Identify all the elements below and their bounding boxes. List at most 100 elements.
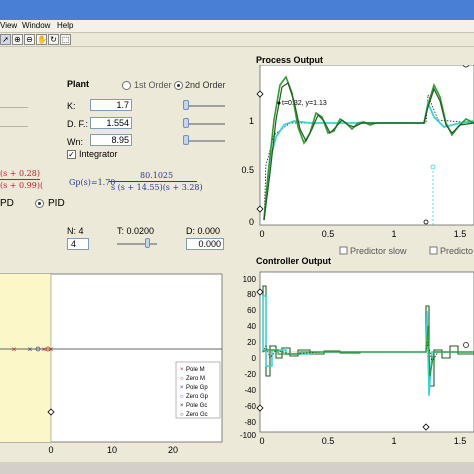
pointer-icon[interactable]: ➚ xyxy=(0,34,11,45)
x-tick-label: 1 xyxy=(391,436,396,446)
marker-diamond xyxy=(256,205,264,213)
zoom-in-icon[interactable]: ⊕ xyxy=(12,34,23,45)
plot-area xyxy=(259,65,474,226)
legend-zero-m: Zero M xyxy=(186,376,205,382)
controller-output-plot[interactable]: 100 80 60 40 20 0 -20 -40 -60 -80 -100 0… xyxy=(230,266,474,462)
scroll-marker[interactable] xyxy=(462,65,470,68)
wn-slider-track xyxy=(183,140,225,142)
marker-diamond xyxy=(256,90,264,98)
y-tick-label: 0 xyxy=(252,354,257,363)
y-tick-label: -40 xyxy=(244,386,256,395)
n-label: N: 4 xyxy=(67,226,84,236)
process-annotation: t=0.32, y=1.13 xyxy=(282,100,327,107)
marker-diamond xyxy=(47,408,55,416)
controller-tf-numerator: (s + 0.28) xyxy=(0,169,40,178)
marker-circle xyxy=(423,219,429,225)
divider xyxy=(0,107,28,108)
legend-marker: ○ xyxy=(180,394,184,400)
y-tick-label: 0.5 xyxy=(241,165,254,175)
df-slider-track xyxy=(183,123,225,125)
menu-view[interactable]: View xyxy=(0,21,18,30)
t-label: T: 0.0200 xyxy=(117,226,155,236)
y-tick-label: 0 xyxy=(249,217,254,227)
toolbar: ➚ ⊕ ⊖ ✋ ↻ ⬚ xyxy=(0,33,474,47)
first-order-label: 1st Order xyxy=(134,80,172,90)
process-x-ticks: 0 0.5 1 1.5 xyxy=(259,229,466,239)
root-locus-plot[interactable]: × × × × 0 10 20 × Pole M ○ Zero M × Pole… xyxy=(0,270,228,462)
controller-output-title: Controller Output xyxy=(256,256,331,266)
zoom-out-icon[interactable]: ⊖ xyxy=(24,34,35,45)
process-output-plot[interactable]: 1 0.5 0 0 0.5 1 1.5 t=0.32, y=1.13 Predi… xyxy=(230,65,474,265)
legend-pole-m: Pole M xyxy=(186,367,205,373)
first-order-radio[interactable] xyxy=(122,81,131,90)
y-tick-label: 100 xyxy=(243,275,257,284)
legend-box xyxy=(175,361,221,419)
k-label: K: xyxy=(67,101,76,111)
stable-region-shade xyxy=(0,274,51,442)
legend-marker: × xyxy=(180,385,184,391)
rotate-icon[interactable]: ↻ xyxy=(48,34,59,45)
pole-marker: × xyxy=(42,345,47,354)
wn-label: Wn: xyxy=(67,137,84,147)
second-order-label: 2nd Order xyxy=(185,80,226,90)
x-tick-label: 10 xyxy=(107,445,117,455)
pid-radio[interactable] xyxy=(35,199,44,208)
menu-help[interactable]: Help xyxy=(57,21,74,30)
pole-marker: × xyxy=(28,345,33,354)
pan-icon[interactable]: ✋ xyxy=(36,34,47,45)
x-tick-label: 0.5 xyxy=(322,229,335,239)
legend-zero-gc: Zero Gc xyxy=(186,412,208,418)
df-input[interactable]: 1.554 xyxy=(90,117,132,129)
predictor-slow-label: Predictor slow xyxy=(350,246,407,256)
x-tick-label: 20 xyxy=(168,445,178,455)
legend-pole-gc: Pole Gc xyxy=(186,403,207,409)
status-bar xyxy=(0,462,474,474)
y-tick-label: -100 xyxy=(240,431,257,440)
controller-tf-denominator: (s + 0.99)( xyxy=(0,181,44,190)
d-label: D: 0.000 xyxy=(186,226,221,236)
process-response-dark-line xyxy=(263,82,474,221)
df-label: D. F.: xyxy=(67,119,89,129)
cursor-marker[interactable] xyxy=(430,164,436,170)
y-tick-label: 1 xyxy=(249,116,254,126)
menu-window[interactable]: Window xyxy=(22,21,51,30)
marker-diamond xyxy=(256,404,264,412)
process-output-title: Process Output xyxy=(256,55,324,65)
k-slider-handle[interactable] xyxy=(183,100,189,110)
plant-tf-prefix: Gp(s)=1.70 xyxy=(69,178,116,187)
plant-tf-denominator: s (s + 14.55)(s + 3.28) xyxy=(111,183,203,192)
wn-slider-handle[interactable] xyxy=(183,135,189,145)
k-slider-track xyxy=(183,105,225,107)
wn-input[interactable]: 8.95 xyxy=(90,134,132,146)
x-tick-label: 1.5 xyxy=(454,229,467,239)
pid-label: PID xyxy=(48,198,65,209)
window-title-bar xyxy=(0,0,474,20)
d-input[interactable]: 0.000 xyxy=(186,238,224,250)
y-tick-label: 20 xyxy=(247,338,256,347)
df-slider-handle[interactable] xyxy=(183,118,189,128)
integrator-checkbox[interactable]: ✓ xyxy=(67,150,76,159)
y-tick-label: 60 xyxy=(247,306,256,315)
predictor-slow-checkbox[interactable] xyxy=(339,246,348,255)
predictor-checkbox[interactable] xyxy=(429,246,438,255)
divider xyxy=(0,126,28,127)
x-tick-label: 1.5 xyxy=(454,436,467,446)
pole-marker: × xyxy=(49,345,54,354)
controller-signal-green-line xyxy=(262,325,474,377)
x-tick-label: 0 xyxy=(259,229,264,239)
select-icon[interactable]: ⬚ xyxy=(60,34,71,45)
legend-marker: ○ xyxy=(180,376,184,382)
t-slider-handle[interactable] xyxy=(145,238,150,248)
pd-label: PD xyxy=(0,198,14,209)
second-order-radio[interactable] xyxy=(174,81,183,90)
n-input[interactable]: 4 xyxy=(67,238,89,250)
zero-marker xyxy=(35,346,41,352)
predictor-label: Predicto xyxy=(440,246,473,256)
plant-tf-numerator: 80.1025 xyxy=(140,171,174,180)
y-tick-label: -80 xyxy=(244,418,256,427)
process-y-ticks: 1 0.5 0 xyxy=(241,116,254,227)
k-input[interactable]: 1.7 xyxy=(90,99,132,111)
y-tick-label: 80 xyxy=(247,290,256,299)
zero-marker xyxy=(45,346,51,352)
legend-zero-gp: Zero Gp xyxy=(186,394,209,400)
